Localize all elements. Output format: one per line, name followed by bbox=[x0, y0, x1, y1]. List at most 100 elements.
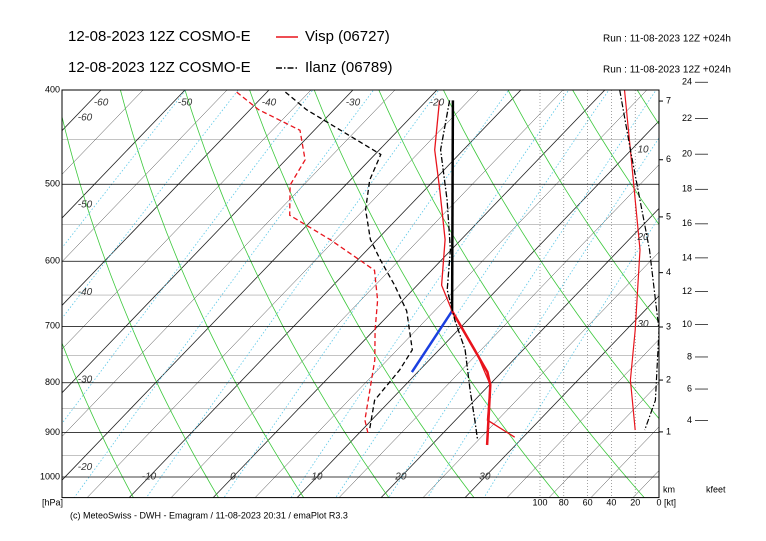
dry-adiabat bbox=[442, 90, 659, 420]
y-tick-label: 700 bbox=[45, 321, 60, 331]
mixing-ratio-line bbox=[145, 90, 440, 498]
isotherm-label: -50 bbox=[78, 200, 93, 211]
isotherm bbox=[62, 90, 144, 175]
run-info: Run : 11-08-2023 12Z +024h bbox=[603, 34, 731, 45]
mixing-ratio-line bbox=[483, 216, 659, 498]
kfeet-tick-label: 14 bbox=[682, 252, 692, 262]
dry-adiabat bbox=[62, 115, 219, 498]
km-tick-label: 4 bbox=[666, 267, 671, 277]
isotherm bbox=[62, 90, 354, 394]
km-label: km bbox=[663, 484, 675, 494]
kfeet-tick-label: 8 bbox=[687, 351, 692, 361]
isotherm-label: 10 bbox=[637, 144, 649, 155]
kfeet-tick-label: 18 bbox=[682, 184, 692, 194]
mixing-ratio-line bbox=[290, 90, 570, 498]
isotherm bbox=[62, 90, 228, 263]
isotherm-label: -30 bbox=[346, 98, 361, 109]
y-tick-label: 900 bbox=[45, 427, 60, 437]
mixing-ratio-line bbox=[427, 137, 659, 498]
kfeet-tick-label: 20 bbox=[682, 149, 692, 159]
isotherm-label: 10 bbox=[311, 472, 323, 483]
isotherm bbox=[62, 90, 270, 306]
km-tick-label: 7 bbox=[666, 95, 671, 105]
profiles bbox=[236, 90, 659, 446]
kfeet-tick-label: 24 bbox=[682, 77, 692, 87]
isotherm-label: -30 bbox=[78, 374, 93, 385]
wind-speed-line bbox=[619, 90, 659, 431]
kfeet-label: kfeet bbox=[706, 484, 726, 494]
background-lines bbox=[62, 90, 659, 498]
isotherm bbox=[62, 90, 396, 437]
isotherm-label: -20 bbox=[78, 462, 93, 473]
wind-tick-label: 80 bbox=[559, 497, 569, 507]
dry-adiabat bbox=[313, 90, 560, 498]
legend-label: Visp (06727) bbox=[305, 28, 390, 45]
isotherm-label: -60 bbox=[78, 112, 93, 123]
wind-tick-label: 100 bbox=[532, 497, 547, 507]
legend-label: Ilanz (06789) bbox=[305, 59, 393, 76]
y-tick-label: 600 bbox=[45, 256, 60, 266]
dry-adiabat bbox=[507, 90, 659, 323]
model-run: 12-08-2023 12Z COSMO-E bbox=[68, 59, 251, 76]
wind-tick-label: 20 bbox=[630, 497, 640, 507]
isotherm bbox=[338, 164, 659, 498]
dewpoint-line bbox=[284, 91, 413, 431]
wind-tick-label: 40 bbox=[606, 497, 616, 507]
y-tick-label: 500 bbox=[45, 179, 60, 189]
isotherm-label: 0 bbox=[230, 472, 236, 483]
mixing-ratio-line bbox=[73, 90, 375, 498]
dry-adiabat bbox=[184, 90, 390, 498]
dry-adiabat bbox=[249, 90, 475, 498]
run-info: Run : 11-08-2023 12Z +024h bbox=[603, 65, 731, 76]
isotherm bbox=[62, 90, 438, 481]
dry-adiabat bbox=[572, 90, 659, 226]
plot-frame bbox=[61, 89, 660, 499]
mixing-ratio-line bbox=[223, 90, 510, 498]
isotherm bbox=[506, 339, 659, 498]
isotherm bbox=[87, 90, 480, 498]
isotherm-label: -60 bbox=[94, 98, 109, 109]
y-tick-label: 1000 bbox=[40, 471, 60, 481]
wind-tick-label: 0 bbox=[656, 497, 661, 507]
parcel-line bbox=[450, 100, 455, 312]
km-tick-label: 6 bbox=[666, 154, 671, 164]
km-tick-label: 3 bbox=[666, 321, 671, 331]
dewpoint-line bbox=[236, 91, 379, 435]
mixing-ratio-line bbox=[62, 90, 187, 249]
isotherm-label: -20 bbox=[430, 98, 445, 109]
kfeet-tick-label: 12 bbox=[682, 286, 692, 296]
kfeet-tick-label: 22 bbox=[682, 113, 692, 123]
dry-adiabat bbox=[62, 342, 134, 498]
kfeet-tick-label: 4 bbox=[687, 415, 692, 425]
temperature-line bbox=[434, 100, 516, 438]
wind-tick-label: 60 bbox=[583, 497, 593, 507]
isotherm-label: 20 bbox=[394, 472, 407, 483]
isotherm-label: 30 bbox=[637, 319, 649, 330]
isotherm bbox=[170, 90, 564, 498]
isotherm-label: -10 bbox=[142, 472, 157, 483]
dry-adiabat bbox=[119, 90, 305, 498]
model-run: 12-08-2023 12Z COSMO-E bbox=[68, 28, 251, 45]
isotherm-label: 30 bbox=[479, 472, 491, 483]
isotherm bbox=[590, 426, 659, 498]
isotherm bbox=[380, 207, 659, 498]
footer: (c) MeteoSwiss - DWH - Emagram / 11-08-2… bbox=[70, 510, 348, 520]
km-tick-label: 1 bbox=[666, 426, 671, 436]
dry-adiabat bbox=[378, 90, 645, 498]
kfeet-tick-label: 10 bbox=[682, 319, 692, 329]
isotherm bbox=[548, 382, 659, 498]
km-tick-label: 5 bbox=[666, 211, 671, 221]
isotherm bbox=[296, 120, 659, 498]
kfeet-tick-label: 6 bbox=[687, 383, 692, 393]
isotherm-label: 20 bbox=[636, 232, 649, 243]
y-axis-label: [hPa] bbox=[42, 497, 63, 507]
y-tick-label: 800 bbox=[45, 377, 60, 387]
wind-axis-label: [kt] bbox=[664, 497, 676, 507]
isotherm bbox=[62, 90, 186, 219]
isotherm-label: -40 bbox=[78, 287, 93, 298]
isotherm-label: -40 bbox=[262, 98, 277, 109]
y-tick-label: 400 bbox=[45, 84, 60, 94]
